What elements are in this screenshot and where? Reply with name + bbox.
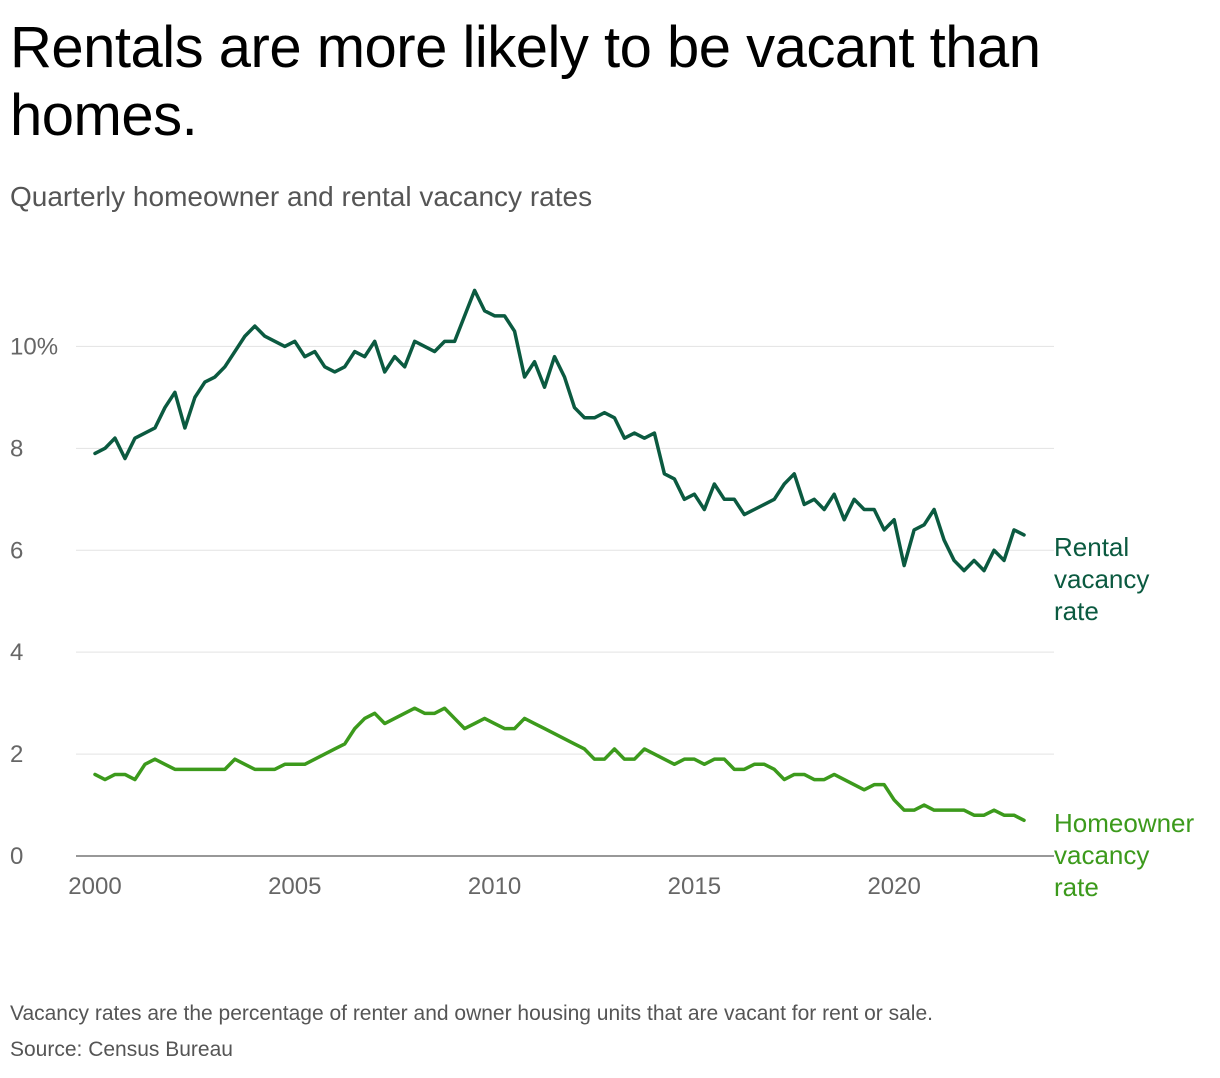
y-tick-label: 4 <box>10 639 23 666</box>
x-tick-label: 2005 <box>268 873 321 900</box>
footnote: Vacancy rates are the percentage of rent… <box>10 1002 933 1025</box>
series-label-homeowner: Homeowner vacancy rate <box>1054 808 1195 902</box>
series-line-homeowner <box>93 706 1026 823</box>
x-tick-label: 2010 <box>468 873 521 900</box>
y-tick-label: 6 <box>10 537 23 564</box>
series-lines <box>93 288 1026 823</box>
series-line-rental <box>93 288 1026 573</box>
source-note: Source: Census Bureau <box>10 1038 233 1061</box>
x-tick-label: 2015 <box>668 873 721 900</box>
series-label-rental: Rental vacancy rate <box>1054 532 1149 626</box>
y-tick-label: 0 <box>10 843 23 870</box>
chart-title: Rentals are more likely to be vacant tha… <box>10 15 1041 148</box>
x-tick-label: 2020 <box>867 873 920 900</box>
x-tick-label: 2000 <box>68 873 121 900</box>
series-labels: Rental vacancy rate Homeowner vacancy rate <box>1054 532 1195 902</box>
chart-subtitle: Quarterly homeowner and rental vacancy r… <box>10 181 593 212</box>
axes: 0 2 4 6 8 10% 2000 2005 2010 2015 2020 <box>10 333 1054 900</box>
y-tick-label: 2 <box>10 741 23 768</box>
y-tick-label: 8 <box>10 435 23 462</box>
y-tick-label: 10% <box>10 333 58 360</box>
